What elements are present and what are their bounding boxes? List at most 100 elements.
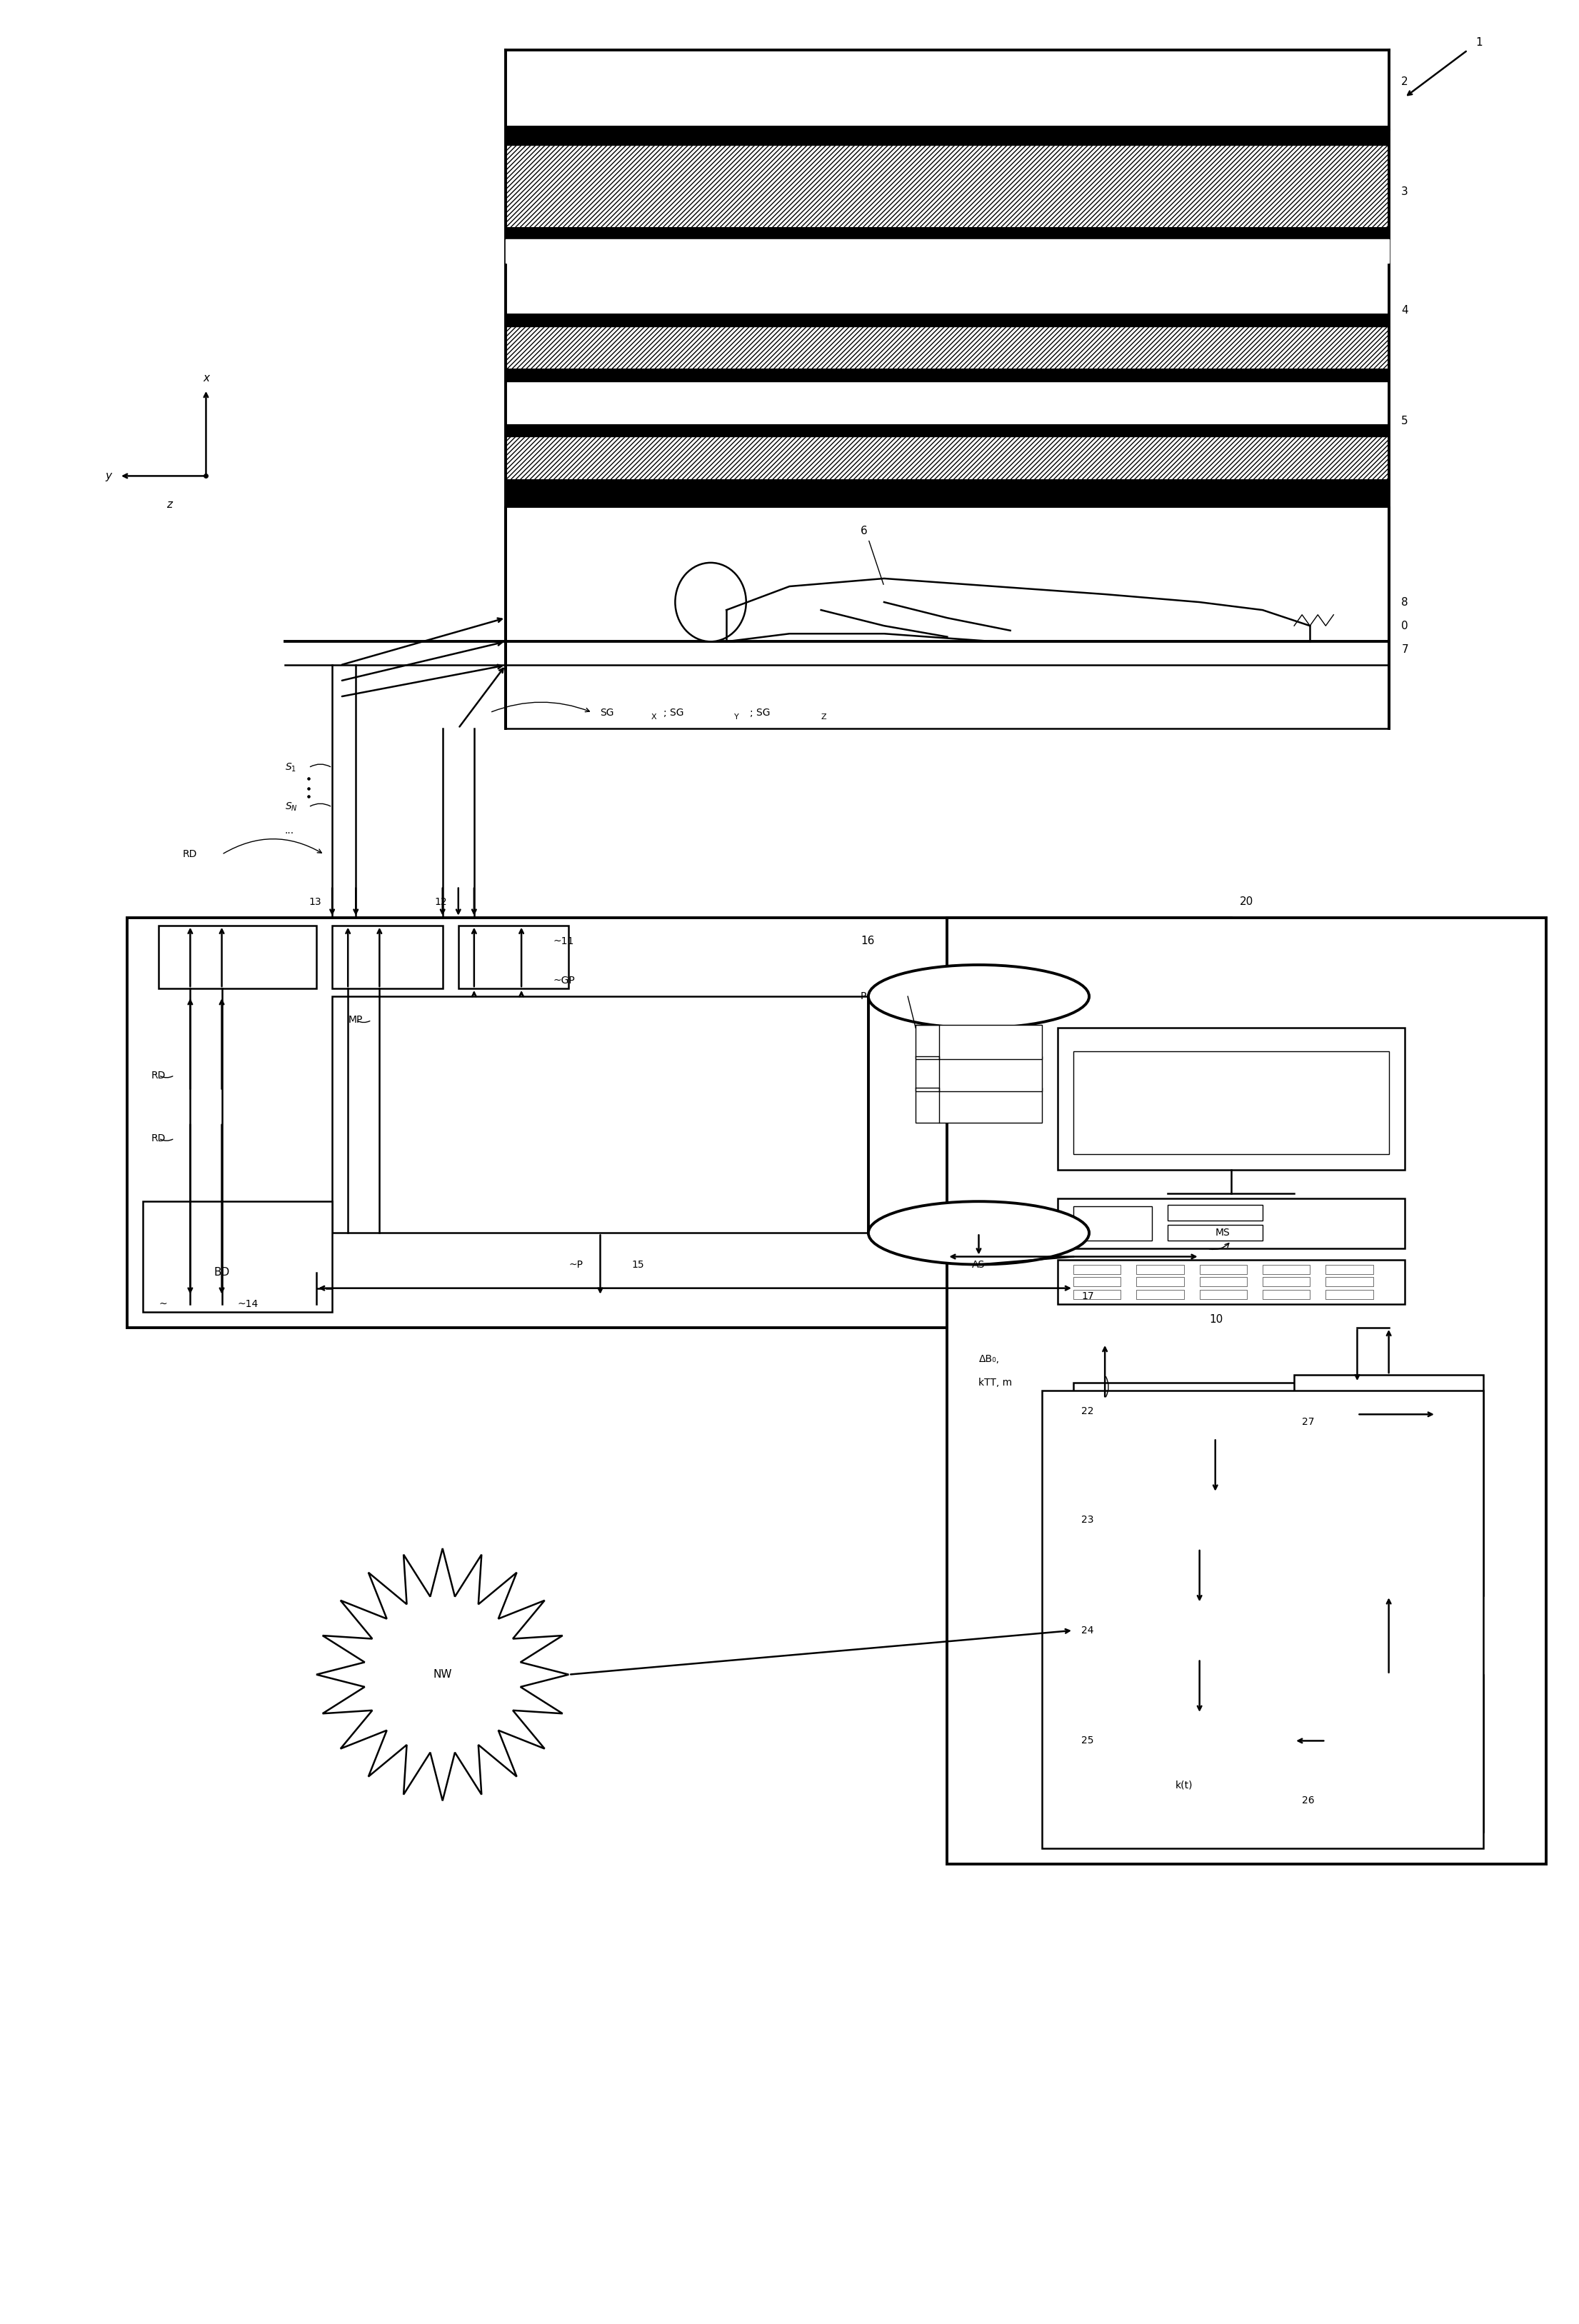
Text: ~: ~ [159,1299,167,1308]
Bar [1058,1199,1405,1248]
Text: 3: 3 [1402,186,1408,198]
Text: 20: 20 [1240,897,1254,906]
Text: 1: 1 [1475,37,1483,46]
Text: 6: 6 [861,525,867,537]
Text: $S_1$: $S_1$ [284,762,297,774]
Bar [1263,1264,1311,1274]
Ellipse shape [868,1202,1090,1264]
Text: P: P [861,992,867,1002]
Text: Z: Z [821,713,826,720]
Bar [159,925,316,988]
Ellipse shape [676,562,747,641]
Bar [1295,1676,1483,1831]
Bar [1137,1264,1184,1274]
Text: ; SG: ; SG [750,706,771,718]
Text: ~14: ~14 [237,1299,259,1308]
Text: 24: 24 [1082,1624,1094,1636]
Bar [1074,1715,1326,1769]
Text: RD: RD [152,1071,166,1081]
Text: 4: 4 [1402,304,1408,316]
Text: RD: RD [152,1134,166,1143]
Bar [505,479,1390,493]
Text: kTT, m: kTT, m [979,1378,1012,1387]
Bar [1074,1264,1121,1274]
Bar [505,437,1390,493]
Text: 17: 17 [1082,1292,1094,1301]
Text: MP: MP [347,1016,363,1025]
Text: RD: RD [182,851,197,860]
Text: 25: 25 [1082,1736,1094,1745]
Bar [505,314,1390,325]
Text: ~GP: ~GP [553,976,575,985]
Text: z: z [166,500,172,509]
Polygon shape [316,1548,568,1801]
Text: k(t): k(t) [1175,1780,1192,1789]
Bar [1168,1225,1263,1241]
Bar [1058,1027,1405,1169]
Bar [868,997,1090,1234]
Text: 2: 2 [1402,77,1408,86]
Bar [947,918,1546,1864]
Bar [1263,1290,1311,1299]
Text: 15: 15 [632,1260,644,1269]
Bar [1074,1604,1326,1659]
Text: 26: 26 [1303,1796,1315,1806]
Bar [1295,1376,1483,1597]
Text: SG: SG [600,706,614,718]
Text: $S_N$: $S_N$ [284,802,297,813]
Bar [505,370,1390,381]
Bar [1074,1290,1121,1299]
Bar [505,51,1390,130]
Bar [916,1057,1042,1090]
Bar [505,423,1390,437]
Bar [1074,1050,1390,1155]
Text: ΔB₀,: ΔB₀, [979,1355,1000,1364]
Bar [1200,1278,1247,1287]
Text: 10: 10 [1210,1315,1224,1325]
Bar [458,925,568,988]
Text: ...: ... [284,825,294,837]
Bar [1074,1278,1121,1287]
Bar [1074,1383,1358,1439]
Bar [1168,1204,1263,1220]
Bar [505,144,1390,239]
Text: X: X [651,713,657,720]
Bar [505,325,1390,381]
Bar [1074,1494,1326,1548]
Text: 0: 0 [1402,621,1408,632]
Bar [1074,1206,1153,1241]
Text: Y: Y [734,713,739,720]
Bar [1326,1278,1374,1287]
Text: 7: 7 [1402,644,1408,655]
Bar [332,997,868,1234]
Text: AS: AS [973,1260,985,1269]
Bar [1137,1290,1184,1299]
Bar [505,125,1390,144]
Text: x: x [202,372,210,383]
Text: 5: 5 [1402,416,1408,425]
Text: 8: 8 [1402,597,1408,607]
Bar [1200,1264,1247,1274]
Text: ; SG: ; SG [663,706,684,718]
Bar [1200,1290,1247,1299]
Text: 27: 27 [1303,1418,1315,1427]
Bar [144,1202,332,1311]
Bar [505,228,1390,239]
Text: NW: NW [433,1669,452,1680]
Text: 23: 23 [1082,1515,1094,1525]
Bar [505,493,1390,507]
Text: 16: 16 [861,937,875,946]
Text: BD: BD [213,1267,229,1278]
Bar [128,918,1232,1327]
Bar [1263,1278,1311,1287]
Bar [916,1025,1042,1060]
Bar [1137,1278,1184,1287]
Bar [332,925,442,988]
Text: ~11: ~11 [553,937,573,946]
Bar [1326,1264,1374,1274]
Text: 12: 12 [434,897,447,906]
Text: 13: 13 [308,897,321,906]
Bar [1058,1260,1405,1304]
Text: y: y [106,469,112,481]
Text: 22: 22 [1082,1406,1094,1415]
